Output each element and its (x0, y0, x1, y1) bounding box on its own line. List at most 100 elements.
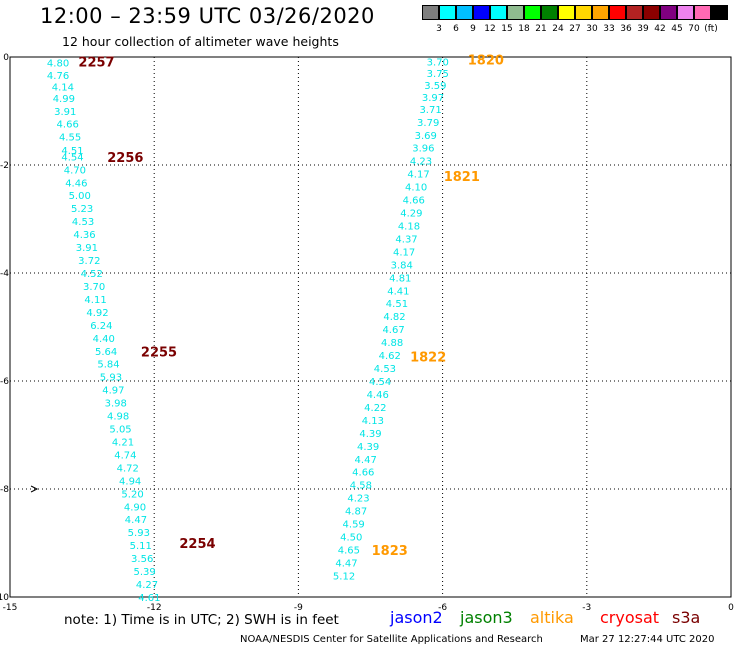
time-label: 1821 (444, 170, 480, 185)
wave-height-label: 4.98 (107, 412, 129, 423)
wave-height-label: 4.22 (364, 403, 386, 414)
color-scale-label: 12 (484, 24, 496, 34)
wave-height-label: 4.70 (64, 165, 86, 176)
color-swatch (422, 5, 439, 20)
satellite-legend-altika: altika (530, 608, 574, 627)
wave-height-label: 4.92 (86, 308, 108, 319)
wave-height-label: 4.50 (340, 533, 362, 544)
color-swatch (711, 5, 728, 20)
wave-height-label: 4.47 (125, 515, 147, 526)
wave-height-label: 4.65 (338, 545, 360, 556)
wave-height-label: 3.98 (105, 399, 127, 410)
wave-height-label: 4.99 (53, 94, 75, 105)
color-scale-label: 6 (453, 24, 459, 34)
color-scale-label: 27 (569, 24, 581, 34)
x-tick-label: 0 (728, 603, 734, 613)
wave-height-label: 5.93 (100, 373, 122, 384)
wave-height-label: 4.27 (136, 580, 158, 591)
y-tick-label: 0 (3, 53, 9, 63)
wave-height-label: 3.70 (427, 57, 449, 68)
wave-height-label: 4.40 (93, 334, 115, 345)
wave-height-label: 5.00 (69, 191, 91, 202)
color-scale-label: (ft) (704, 24, 718, 34)
wave-height-label: 3.91 (54, 107, 76, 118)
color-scale-label: 24 (552, 24, 564, 34)
wave-height-label: 3.91 (76, 243, 98, 254)
wave-height-label: 4.52 (81, 269, 103, 280)
color-swatch (660, 5, 677, 20)
time-label: 2256 (107, 151, 143, 166)
wave-height-label: 4.66 (403, 196, 425, 207)
color-scale-label: 42 (654, 24, 666, 34)
color-scale-label: 70 (688, 24, 700, 34)
color-swatch (558, 5, 575, 20)
wave-height-label: 4.39 (357, 442, 379, 453)
wave-height-label: 4.46 (65, 178, 87, 189)
wave-height-label: 4.13 (362, 416, 384, 427)
wave-height-label: 5.93 (128, 528, 150, 539)
color-scale-label: 30 (586, 24, 598, 34)
wave-height-label: 4.72 (117, 463, 139, 474)
color-swatch (575, 5, 592, 20)
chart-title: 12:00 – 23:59 UTC 03/26/2020 (40, 4, 375, 28)
wave-height-label: 4.59 (343, 520, 365, 531)
wave-height-label: 4.53 (374, 364, 396, 375)
wave-height-label: 4.66 (352, 468, 374, 479)
time-label: 1822 (410, 351, 446, 366)
color-swatch (694, 5, 711, 20)
wave-height-label: 4.88 (381, 338, 403, 349)
wave-height-label: 4.62 (379, 351, 401, 362)
wave-height-label: 4.87 (345, 507, 367, 518)
color-swatch (456, 5, 473, 20)
y-tick-label: -10 (0, 593, 9, 603)
wave-height-label: 4.47 (335, 558, 357, 569)
wave-height-label: 4.18 (398, 221, 420, 232)
satellite-legend-cryosat: cryosat (600, 608, 660, 627)
wave-height-label: 3.97 (422, 93, 444, 104)
wave-height-label: 4.11 (84, 295, 106, 306)
satellite-legend-jason3: jason3 (460, 608, 513, 627)
wave-height-label: 5.20 (121, 489, 143, 500)
x-tick-label: -9 (294, 603, 303, 613)
wave-height-label: 4.76 (47, 71, 69, 82)
wave-height-label: 3.75 (427, 69, 449, 80)
color-swatch (541, 5, 558, 20)
wave-height-label: 5.11 (130, 541, 152, 552)
wave-height-label: 4.23 (410, 157, 432, 168)
color-swatch (439, 5, 456, 20)
color-swatch (490, 5, 507, 20)
wave-height-label: 4.23 (347, 494, 369, 505)
color-swatch (507, 5, 524, 20)
wave-height-label: 4.81 (389, 273, 411, 284)
y-tick-label: -2 (0, 161, 9, 171)
wave-height-label: 4.17 (393, 247, 415, 258)
credit-line: NOAA/NESDIS Center for Satellite Applica… (240, 634, 543, 645)
color-scale-label: 39 (637, 24, 649, 34)
time-label: 2255 (141, 345, 177, 360)
wave-height-label: 4.54 (61, 152, 83, 163)
wave-height-label: 4.46 (367, 390, 389, 401)
wave-height-label: 4.55 (59, 132, 81, 143)
time-label: 1820 (468, 54, 504, 69)
color-swatch (643, 5, 660, 20)
wave-height-label: 4.21 (112, 437, 134, 448)
wave-height-label: 3.96 (412, 144, 434, 155)
footer-note: note: 1) Time is in UTC; 2) SWH is in fe… (64, 612, 339, 628)
track-marker (30, 485, 39, 493)
wave-height-label: 4.94 (119, 476, 141, 487)
wave-height-label: 3.72 (78, 256, 100, 267)
color-swatch (626, 5, 643, 20)
wave-height-label: 3.70 (83, 282, 105, 293)
color-swatch (524, 5, 541, 20)
wave-height-label: 5.64 (95, 347, 117, 358)
wave-height-label: 4.39 (359, 429, 381, 440)
wave-height-label: 4.51 (61, 146, 83, 157)
color-swatch (609, 5, 626, 20)
wave-height-label: 3.69 (415, 131, 437, 142)
wave-height-label: 4.41 (387, 286, 409, 297)
wave-height-label: 3.79 (417, 118, 439, 129)
color-scale-label: 33 (603, 24, 615, 34)
wave-height-label: 5.39 (133, 567, 155, 578)
x-tick-label: -3 (582, 603, 591, 613)
